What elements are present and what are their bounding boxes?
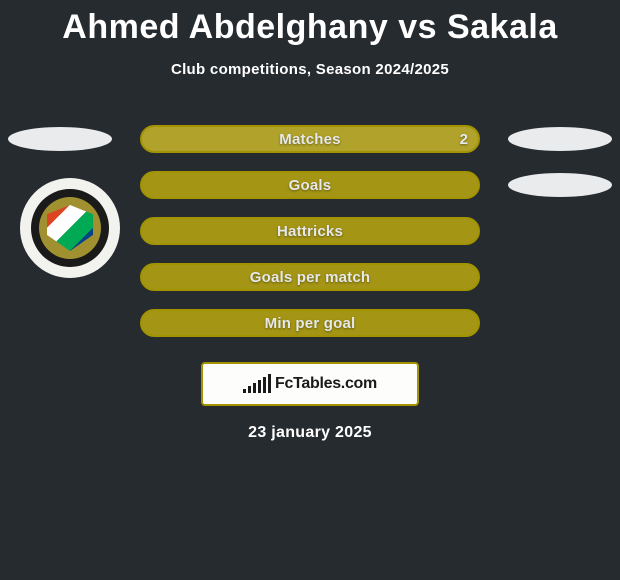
brand-text: FcTables.com	[275, 375, 377, 393]
bars-icon	[243, 375, 271, 393]
player-photo-right	[508, 127, 612, 151]
badge-inner	[39, 197, 101, 259]
stat-label: Min per goal	[265, 315, 356, 332]
team-badge-left	[20, 178, 120, 278]
date-line: 23 january 2025	[0, 424, 620, 442]
bar-icon-segment	[248, 386, 251, 393]
bar-icon-segment	[253, 383, 256, 393]
stat-label: Goals	[289, 177, 332, 194]
stat-bar: Hattricks	[140, 217, 480, 245]
stat-bar: Goals	[140, 171, 480, 199]
bar-icon-segment	[258, 380, 261, 393]
brand-banner[interactable]: FcTables.com	[201, 362, 419, 406]
stat-value-right: 2	[460, 131, 468, 148]
stat-row: Matches 2	[0, 116, 620, 162]
bar-icon-segment	[243, 389, 246, 393]
page-title: Ahmed Abdelghany vs Sakala	[0, 0, 620, 47]
badge-shield-icon	[47, 205, 93, 251]
stat-label: Goals per match	[250, 269, 371, 286]
bar-icon-segment	[263, 377, 266, 393]
badge-mid	[31, 189, 109, 267]
badge-outer	[20, 178, 120, 278]
subtitle: Club competitions, Season 2024/2025	[0, 61, 620, 78]
stat-bar: Goals per match	[140, 263, 480, 291]
bar-icon-segment	[268, 374, 271, 393]
stat-bar: Min per goal	[140, 309, 480, 337]
player-photo-right	[508, 173, 612, 197]
stat-bar: Matches 2	[140, 125, 480, 153]
stat-label: Matches	[279, 131, 340, 148]
stat-label: Hattricks	[277, 223, 343, 240]
stat-row: Min per goal	[0, 300, 620, 346]
player-photo-left	[8, 127, 112, 151]
brand-logo: FcTables.com	[243, 375, 377, 393]
